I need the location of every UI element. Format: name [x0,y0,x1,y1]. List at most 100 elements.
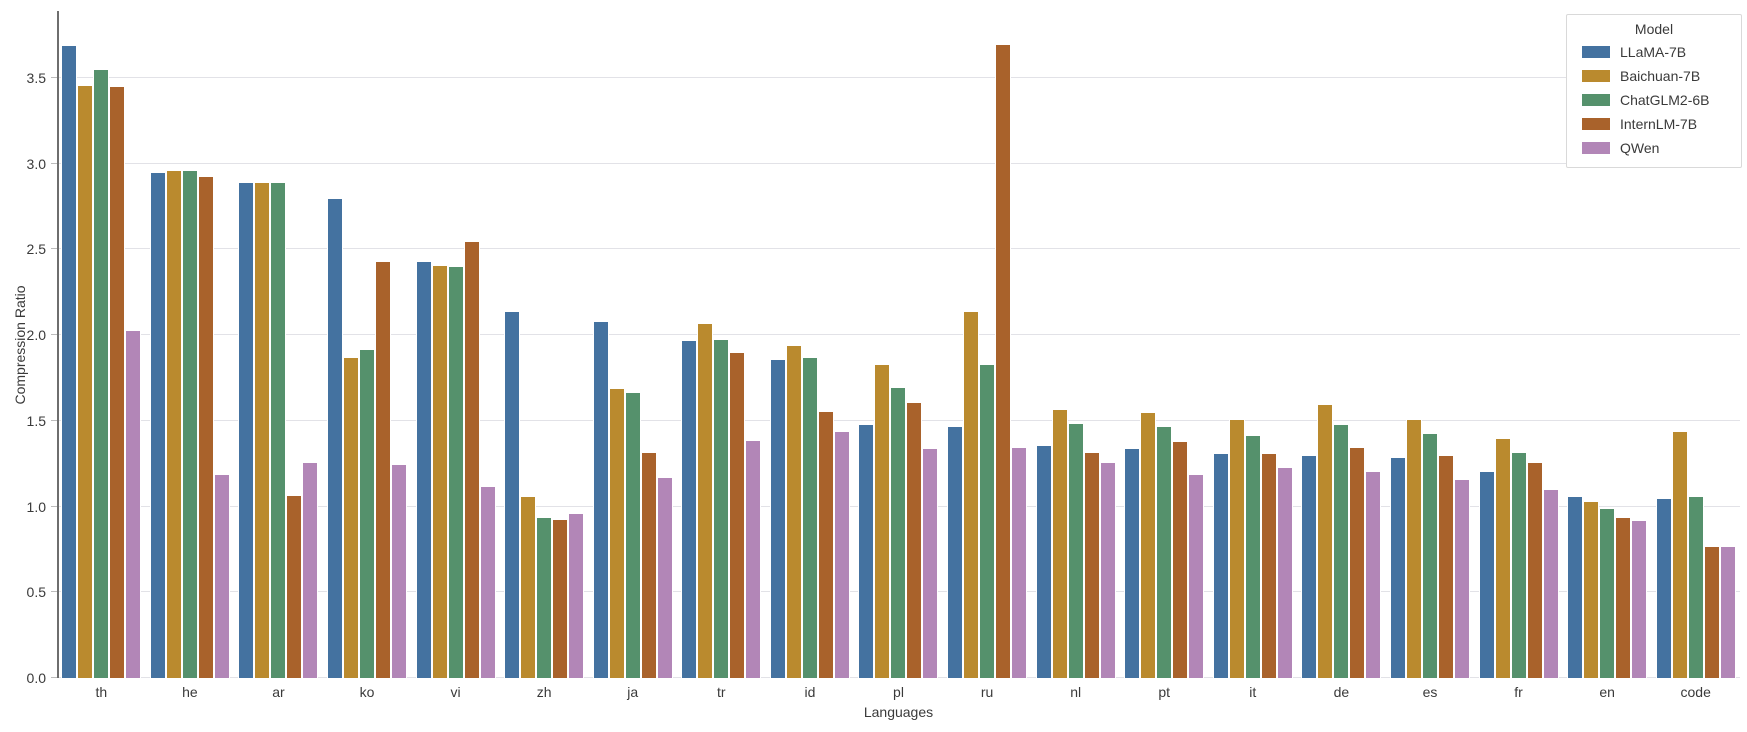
bar [431,264,448,678]
bar [713,338,730,678]
legend: Model LLaMA-7B Baichuan-7B ChatGLM2-6B Inte… [1566,14,1742,168]
x-tick-label: id [804,684,816,700]
bar [327,197,344,678]
bar [995,43,1012,678]
bar [979,364,996,678]
gridline [57,334,1740,336]
bar [922,448,939,678]
bar-group [1474,11,1563,678]
bar [1011,446,1028,678]
x-tick-label: es [1422,684,1438,700]
legend-label: InternLM-7B [1620,116,1698,132]
bar [1583,501,1600,678]
y-tick-label: 0.0 [26,670,46,686]
bar [1188,473,1205,678]
bar [785,345,802,678]
bar-group [677,11,766,678]
bar-group [500,11,589,678]
x-tick-label: ru [980,684,994,700]
y-tick-mark [51,419,57,421]
x-tick-label: it [1249,684,1257,700]
bar-group [411,11,500,678]
bar [1631,520,1648,678]
bar [1349,446,1366,678]
x-tick-label: ja [627,684,639,700]
y-tick-mark [51,677,57,678]
legend-item: ChatGLM2-6B [1577,88,1731,112]
y-tick-mark [51,334,57,336]
bar [1655,497,1672,678]
legend-label: Baichuan-7B [1620,68,1701,84]
x-tick-label: th [95,684,108,700]
x-tick-label: nl [1070,684,1082,700]
bar-group [323,11,412,678]
bar [165,170,182,678]
bar [77,84,94,678]
y-tick-label: 3.5 [26,69,46,86]
bar [1719,545,1736,678]
bar [391,463,408,678]
x-tick-labels: th he ar ko vi zh ja tr id pl ru nl pt it de es fr en code [57,684,1740,700]
y-tick-mark [51,248,57,250]
bar-group [1651,11,1740,678]
bar [1365,470,1382,678]
x-tick-label: code [1680,684,1711,700]
bar [858,424,875,678]
bar-group [854,11,943,678]
bar [697,323,714,678]
gridline [57,76,1740,78]
bar [1035,444,1052,678]
bar-group [234,11,323,678]
bar [504,311,521,678]
bar [624,391,641,678]
bar [1083,451,1100,678]
bar [1615,516,1632,678]
bar [1140,412,1157,678]
bar [801,357,818,678]
x-tick-label: en [1599,684,1615,700]
x-tick-label: de [1333,684,1350,700]
x-tick-label: tr [717,684,726,700]
x-axis-label: Languages [863,704,934,720]
bar [1301,455,1318,678]
bar [1099,461,1116,678]
bar-group [766,11,855,678]
bar [286,494,303,678]
y-tick-mark [51,162,57,164]
bar [1421,432,1438,678]
legend-swatch [1582,118,1610,130]
bar [197,175,214,678]
bar [479,485,496,678]
bar [729,352,746,678]
bar-group [1297,11,1386,678]
bar [270,182,287,678]
bar-group [588,11,677,678]
x-tick-label: vi [450,684,461,700]
bars-layer [57,11,1740,678]
bar [1437,455,1454,678]
bar [608,388,625,678]
gridline [57,162,1740,164]
bar [1172,441,1189,678]
x-tick-label: ar [272,684,285,700]
bar [906,401,923,678]
bar [656,477,673,678]
legend-items: LLaMA-7B Baichuan-7B ChatGLM2-6B InternLM-7… [1577,40,1731,160]
bar [343,357,360,678]
y-tick-label: 3.0 [26,155,46,172]
bar [1453,479,1470,678]
y-tick-mark [51,505,57,507]
bar-group [1120,11,1209,678]
bar [769,359,786,678]
bar [61,45,78,678]
legend-item: InternLM-7B [1577,112,1731,136]
y-tick-label: 1.0 [26,498,46,515]
bar [1526,461,1543,678]
bar [1276,467,1293,678]
bar [1671,431,1688,678]
bar [681,340,698,678]
legend-swatch [1582,46,1610,58]
y-tick-label: 2.5 [26,241,46,258]
bar [447,266,464,678]
bar [640,451,657,678]
